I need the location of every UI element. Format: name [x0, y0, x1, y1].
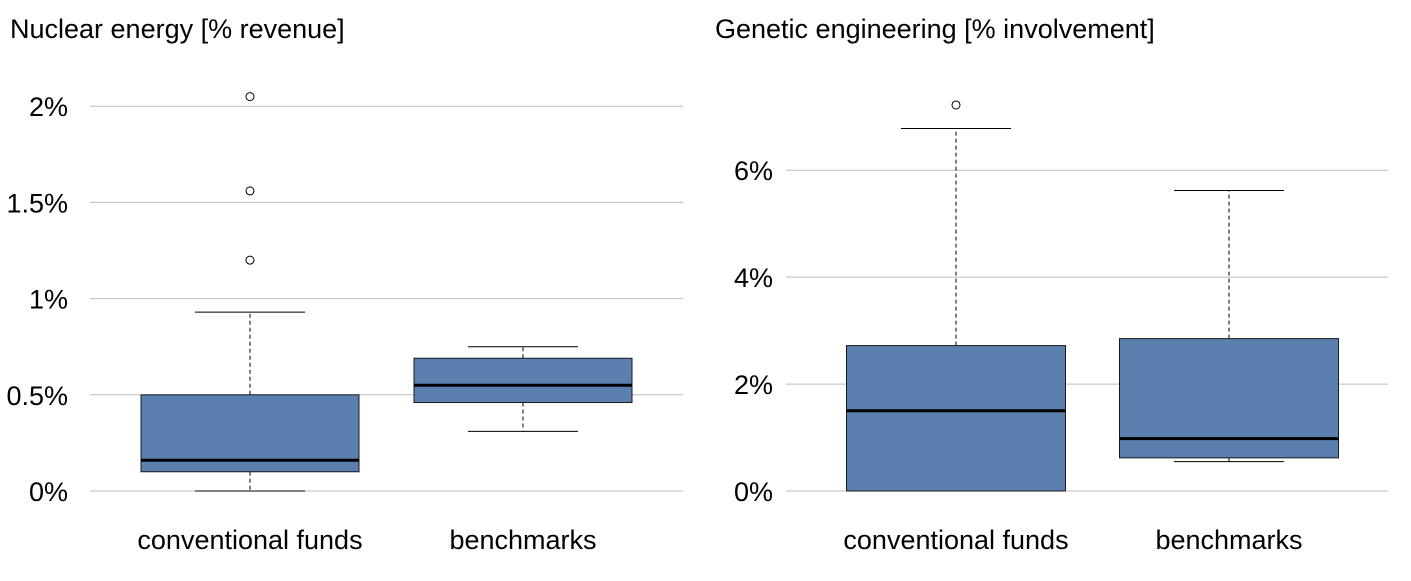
y-tick-label: 0% [29, 477, 68, 507]
x-category-label: conventional funds [843, 525, 1068, 555]
y-tick-label: 1.5% [6, 188, 68, 218]
outlier-point [245, 255, 255, 265]
box-iqr [413, 357, 633, 404]
chart-title: Nuclear energy [% revenue] [10, 14, 345, 44]
panel-nuclear-energy: Nuclear energy [% revenue] 0% 0.5% 1% 1.5% 2… [6, 14, 683, 555]
box-iqr [846, 345, 1066, 492]
outlier-point [245, 186, 255, 196]
y-tick-label: 0% [734, 477, 773, 507]
y-tick-label: 4% [734, 263, 773, 293]
y-tick-label: 2% [734, 370, 773, 400]
x-category-label: conventional funds [137, 525, 362, 555]
y-tick-label: 6% [734, 156, 773, 186]
x-category-label: benchmarks [1155, 525, 1302, 555]
y-tick-label: 2% [29, 92, 68, 122]
chart-title: Genetic engineering [% involvement] [715, 14, 1155, 44]
outlier-point [951, 100, 961, 110]
x-category-label: benchmarks [449, 525, 596, 555]
panel-genetic-engineering: Genetic engineering [% involvement] 0% 2%… [715, 14, 1388, 555]
outlier-point [245, 92, 255, 102]
y-tick-label: 1% [29, 285, 68, 315]
y-tick-label: 0.5% [6, 381, 68, 411]
